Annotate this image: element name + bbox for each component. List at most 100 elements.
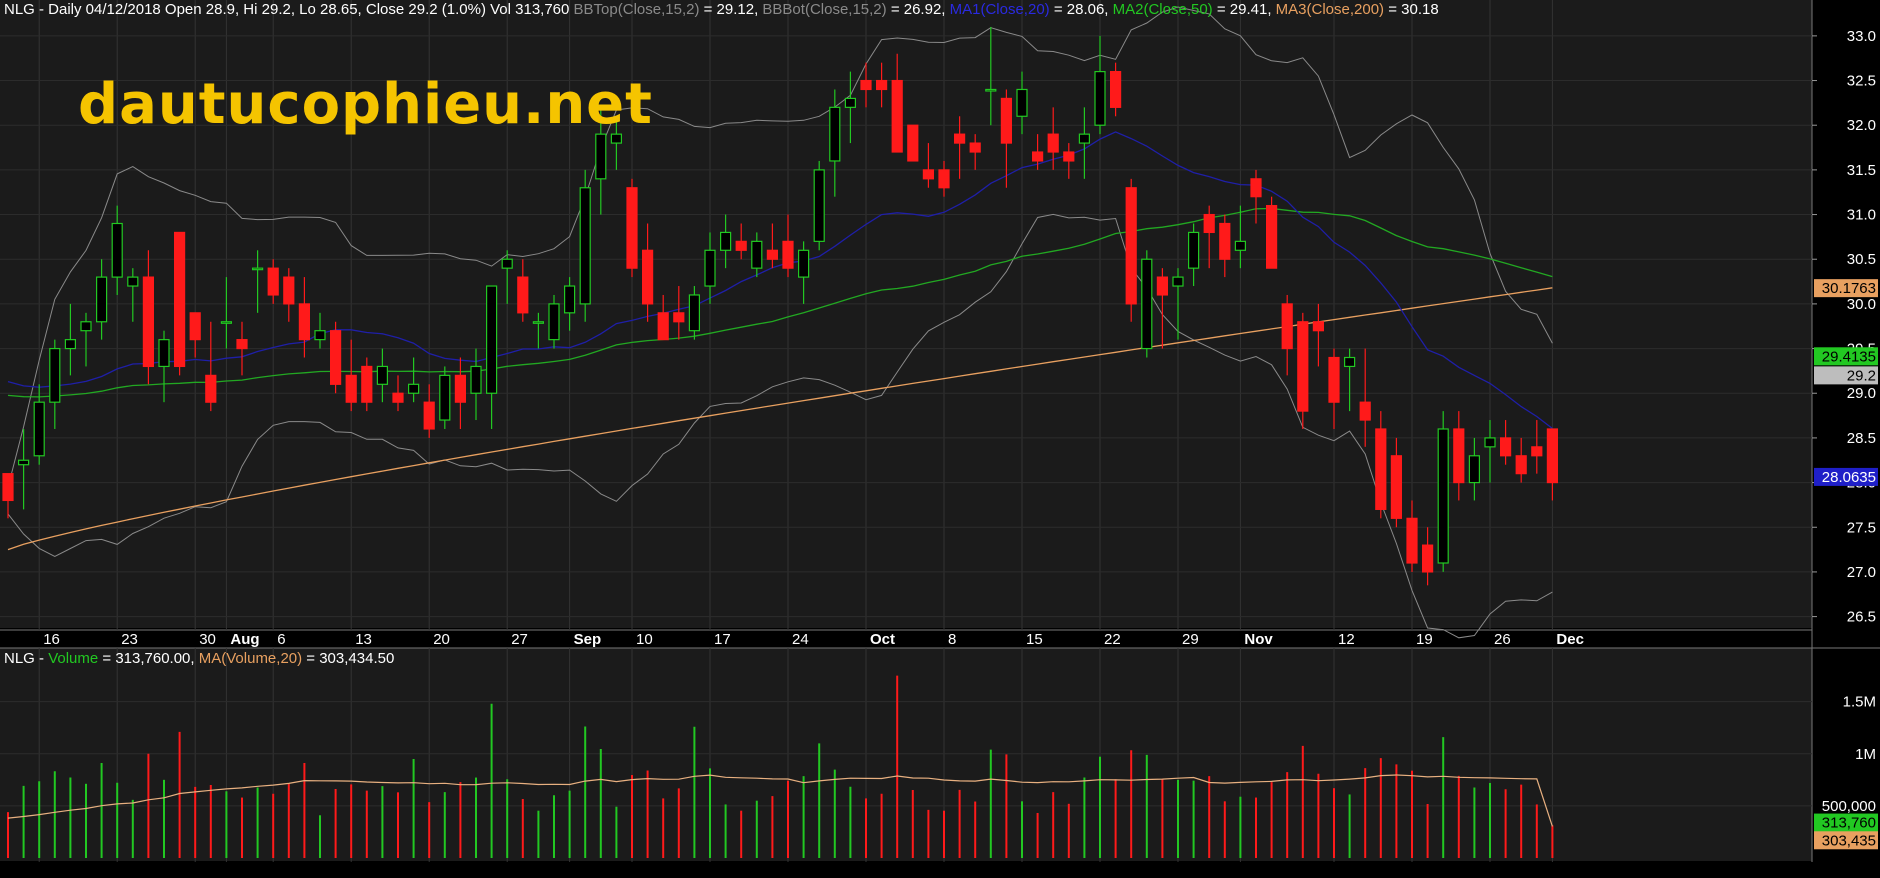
x-tick-label: Nov xyxy=(1244,631,1273,648)
candle-body xyxy=(641,249,654,305)
candle-body xyxy=(361,365,373,403)
candle-body xyxy=(595,133,607,180)
candle-body xyxy=(95,276,108,323)
candle-body xyxy=(174,231,186,368)
candle-body xyxy=(127,276,139,287)
volume-last-value: 313,760 xyxy=(1822,815,1876,832)
x-tick-label: 26 xyxy=(1494,631,1511,648)
x-tick-label: 17 xyxy=(714,631,731,648)
bb-upper-line xyxy=(7,6,1553,488)
bbtop-label: BBTop(Close,15,2) xyxy=(573,1,700,18)
candle-body xyxy=(142,276,154,368)
candle-body xyxy=(1063,151,1075,162)
candle-body xyxy=(283,276,295,305)
price-y-tick-label: 27.5 xyxy=(1847,519,1876,536)
candle-body xyxy=(1000,97,1013,144)
candle-body xyxy=(891,79,903,153)
candle-body xyxy=(985,88,997,92)
x-tick-label: Aug xyxy=(230,631,259,648)
ma2-line xyxy=(7,207,1553,398)
candle-body xyxy=(220,321,232,324)
candle-body xyxy=(579,187,591,305)
candle-body xyxy=(33,401,45,457)
candle-body xyxy=(704,249,716,287)
candle-body xyxy=(1359,401,1371,421)
candle-body xyxy=(797,249,810,278)
candle-body xyxy=(1094,71,1106,126)
candle-body xyxy=(1250,178,1262,198)
candle-body xyxy=(907,124,919,162)
candle-body xyxy=(813,169,825,242)
candle-body xyxy=(470,365,482,394)
ma1-last-value-bg xyxy=(1814,467,1878,486)
price-y-tick-label: 31.5 xyxy=(1847,162,1876,179)
x-tick-label: 8 xyxy=(948,631,956,648)
candle-body xyxy=(735,240,747,251)
candle-body xyxy=(80,321,92,332)
volume-y-tick-label: 500,000 xyxy=(1822,798,1876,815)
ma3-line xyxy=(7,287,1553,551)
candle-body xyxy=(548,303,560,341)
x-tick-label: Dec xyxy=(1556,631,1584,648)
candle-body xyxy=(1312,321,1325,332)
candle-body xyxy=(1219,222,1231,260)
candle-body xyxy=(1203,213,1215,234)
candle-body xyxy=(1546,428,1559,484)
candle-body xyxy=(829,106,841,162)
volume-header: NLG - Volume = 313,760.00, MA(Volume,20)… xyxy=(4,650,394,667)
candle-body xyxy=(392,392,404,403)
volume-pane xyxy=(0,648,1812,861)
candle-body xyxy=(1515,455,1527,475)
x-tick-label: 15 xyxy=(1026,631,1043,648)
volume-ma-last-value: 303,435 xyxy=(1822,832,1876,849)
x-tick-label: 27 xyxy=(511,631,528,648)
candle-body xyxy=(267,267,279,296)
candle-body xyxy=(423,401,435,430)
volume-ma-label: MA(Volume,20) xyxy=(198,650,303,667)
candle-body xyxy=(454,374,466,403)
candle-body xyxy=(501,258,513,269)
close-last-value-bg xyxy=(1814,366,1878,385)
x-tick-label: 13 xyxy=(355,631,372,648)
x-tick-label: 24 xyxy=(792,631,809,648)
x-tick-label: 23 xyxy=(121,631,138,648)
candle-body xyxy=(1406,517,1418,564)
candle-body xyxy=(18,459,30,466)
volume-label: Volume xyxy=(48,650,99,667)
candle-body xyxy=(1343,356,1356,368)
candle-body xyxy=(563,285,576,314)
ma3-label: MA3(Close,200) xyxy=(1275,1,1385,18)
candle-body xyxy=(1297,321,1309,412)
candle-body xyxy=(2,473,14,502)
candle-body xyxy=(111,222,123,278)
price-y-tick-label: 32.0 xyxy=(1847,117,1876,134)
candle-body xyxy=(205,374,217,403)
x-tick-label: 16 xyxy=(43,631,60,648)
volume-ma-last-value-bg xyxy=(1814,831,1878,850)
ma2-label: MA2(Close,50) xyxy=(1112,1,1213,18)
ma3-value: = 30.18 xyxy=(1384,1,1439,18)
candle-body xyxy=(782,240,794,269)
candle-body xyxy=(345,374,357,403)
candle-body xyxy=(1109,71,1122,108)
candle-body xyxy=(1125,187,1137,305)
candle-body xyxy=(1078,133,1091,144)
candle-body xyxy=(49,347,61,403)
candle-body xyxy=(1328,356,1340,403)
x-tick-label: 30 xyxy=(199,631,216,648)
volume-last-value-bg xyxy=(1814,813,1878,832)
candle-body xyxy=(844,97,857,108)
watermark-logo: dautucophieu.net xyxy=(78,72,653,137)
bbbot-value: = 26.92, xyxy=(886,1,950,18)
candle-body xyxy=(236,339,248,350)
close-last-value: 29.2 xyxy=(1847,367,1876,384)
x-tick-label: 6 xyxy=(277,631,285,648)
ma1-value: = 28.06, xyxy=(1049,1,1113,18)
candle-body xyxy=(408,383,420,394)
candle-body xyxy=(875,79,888,91)
volume-y-tick-label: 1.5M xyxy=(1843,694,1876,711)
candle-body xyxy=(1281,303,1293,350)
volume-y-tick-label: 1M xyxy=(1855,746,1876,763)
